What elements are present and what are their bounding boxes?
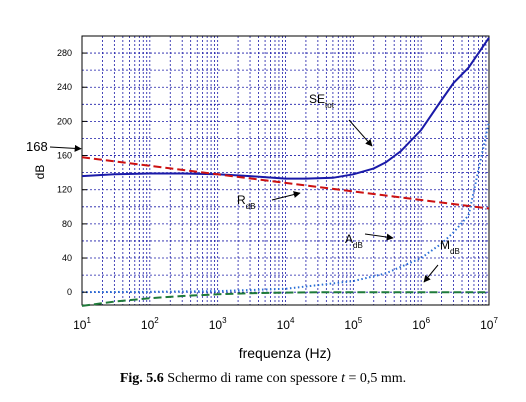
x-tick-label: 103 [209,316,227,332]
y-tick-label: 120 [57,185,72,195]
caption-variable: t [341,371,345,386]
grid [82,36,489,305]
series-label-adb: AdB [345,232,363,250]
series-label-mdb: MdB [440,238,460,256]
series-label-rdb: RdB [237,193,255,211]
y-axis-label: dB [33,165,47,180]
annotation-168-arrow [50,147,81,149]
y-tick-label: 280 [57,48,72,58]
caption-text: Schermo di rame con spessore [167,371,337,386]
x-tick-label: 104 [277,316,295,332]
series-mdb-line [82,292,489,306]
x-tick-label: 101 [73,316,91,332]
figure-caption: Fig. 5.6 Schermo di rame con spessore t … [0,371,526,387]
chart: 0 40 80 120 160 200 240 280 101 102 103 104 105 106 10… [0,0,526,370]
series-arrow-adb [365,234,393,238]
y-tick-label: 40 [62,253,72,263]
x-tick-label: 106 [412,316,430,332]
series-arrow-setot [349,120,372,146]
series-label-setot: SEtot [309,92,335,110]
x-tick-label: 105 [344,316,362,332]
x-tick-label: 107 [480,316,498,332]
caption-text-end: = 0,5 mm. [348,371,406,386]
annotation-168: 168 [26,139,81,154]
y-tick-label: 240 [57,82,72,92]
series-arrow-rdb [272,193,300,200]
y-tick-label: 160 [57,151,72,161]
y-tick-label: 80 [62,219,72,229]
y-tick-label: 0 [67,287,72,297]
caption-figure-number: Fig. 5.6 [120,371,164,386]
series-arrow-mdb [424,265,438,282]
x-tick-label: 102 [141,316,159,332]
y-tick-label: 200 [57,116,72,126]
x-axis-label: frequenza (Hz) [239,345,332,361]
annotation-168-text: 168 [26,139,48,154]
